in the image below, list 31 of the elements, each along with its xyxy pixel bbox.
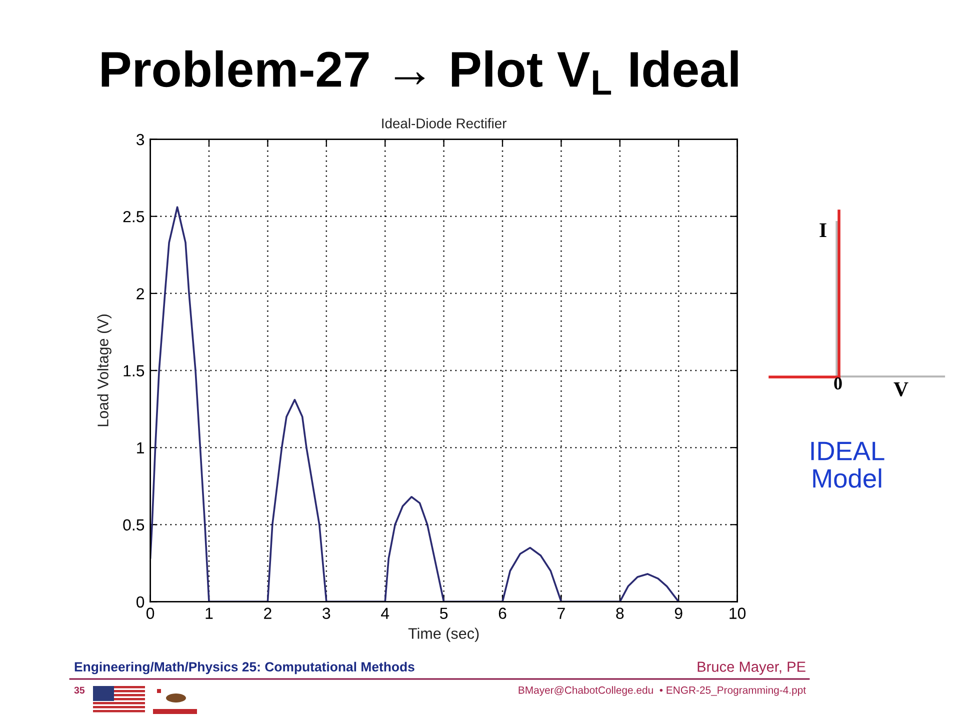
x-tick-label: 6 (498, 608, 506, 619)
y-axis-title: Load Voltage (V) (97, 314, 112, 426)
text: 0 (834, 377, 842, 390)
y-tick-label: 3 (136, 134, 144, 146)
x-tick-label: 8 (616, 608, 624, 619)
y-tick-label: 1 (137, 442, 144, 454)
x-tick-label: 10 (730, 608, 746, 619)
line-series (150, 206, 680, 602)
x-tick-label: 1 (206, 608, 213, 619)
text: I (820, 223, 826, 238)
y-tick-label: 0 (136, 596, 144, 608)
x-tick-label: 2 (264, 608, 272, 619)
y-tick-label: 1.5 (124, 365, 144, 376)
x-tick-label: 4 (381, 608, 390, 619)
text: BMayer@ChabotCollege.edu • ENGR-25_Programming-4.ppt (518, 686, 806, 696)
text: V (894, 382, 908, 396)
x-tick-label: 3 (322, 608, 330, 619)
y-tick-label: 0.5 (123, 519, 144, 531)
chart-title: Problem-27 → Plot V$_{L}$ Ideal (102, 50, 738, 95)
text: Bruce Mayer, PE (698, 662, 806, 675)
x-tick-label: 9 (674, 608, 682, 619)
text: 35 (74, 686, 85, 694)
x-tick-label: 0 (146, 608, 154, 619)
y-tick-label: 2.5 (123, 211, 144, 222)
chart-subtitle: Ideal-Diode Rectifier (382, 118, 506, 128)
x-tick-label: 7 (558, 608, 565, 619)
x-axis-title: Time (sec) (408, 628, 479, 642)
text: Engineering/Math/Physics 25: Computational Methods (74, 662, 414, 674)
y-tick-label: 2 (136, 288, 144, 300)
text: IDEAL Model (811, 442, 884, 488)
x-tick-label: 5 (440, 608, 448, 619)
